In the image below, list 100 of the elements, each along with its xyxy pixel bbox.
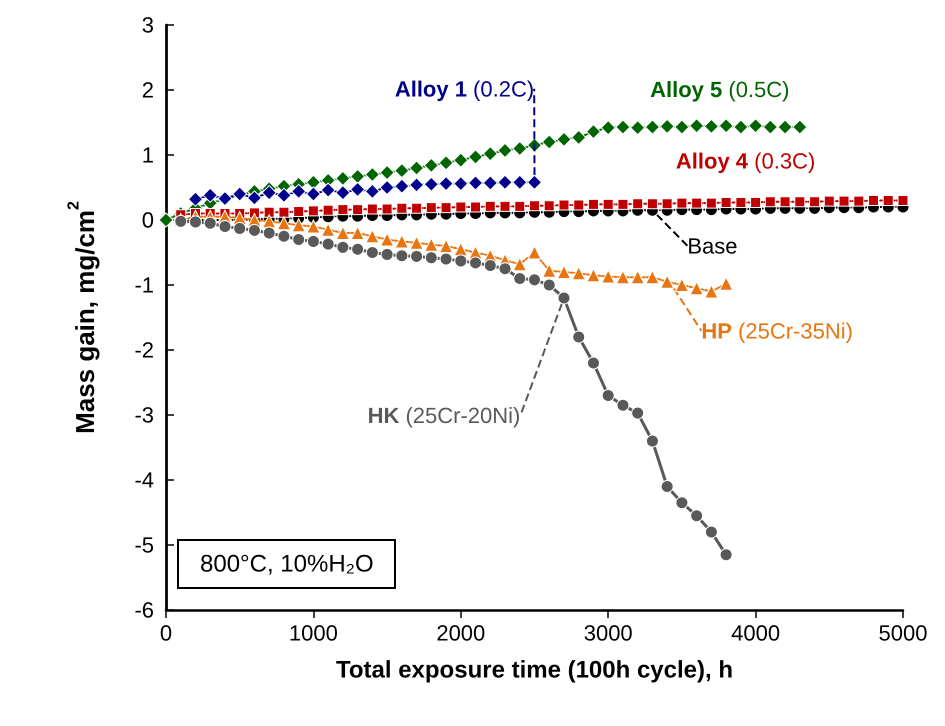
point bbox=[748, 118, 764, 134]
point bbox=[410, 236, 424, 250]
point bbox=[424, 251, 438, 264]
point bbox=[542, 264, 556, 278]
y-tick-label: -3 bbox=[134, 402, 154, 428]
point bbox=[292, 233, 306, 246]
point bbox=[276, 188, 292, 203]
point bbox=[498, 262, 512, 276]
point bbox=[630, 120, 646, 136]
point bbox=[662, 198, 673, 210]
point bbox=[660, 274, 674, 289]
point bbox=[646, 198, 658, 210]
point bbox=[557, 292, 570, 304]
point bbox=[529, 200, 540, 212]
x-tick-label: 1000 bbox=[288, 620, 338, 646]
point bbox=[276, 216, 291, 230]
y-tick-label: -1 bbox=[134, 272, 154, 298]
point bbox=[898, 195, 908, 206]
y-tick-label: -5 bbox=[134, 532, 154, 558]
point bbox=[336, 226, 350, 240]
point bbox=[572, 266, 586, 280]
point bbox=[544, 200, 555, 212]
point bbox=[600, 120, 616, 136]
point bbox=[868, 195, 880, 206]
point bbox=[424, 238, 438, 252]
series-label: Alloy 4 (0.3C) bbox=[676, 148, 816, 174]
point bbox=[262, 214, 276, 228]
y-tick-label: 1 bbox=[142, 142, 154, 168]
point bbox=[498, 174, 513, 190]
point bbox=[718, 118, 734, 134]
point bbox=[556, 132, 572, 147]
point bbox=[308, 205, 319, 216]
point bbox=[691, 198, 702, 209]
point bbox=[735, 196, 746, 208]
point bbox=[438, 176, 454, 192]
point bbox=[689, 118, 704, 134]
point bbox=[438, 155, 454, 170]
point bbox=[484, 200, 496, 212]
text: Alloy 1 (0.2C) bbox=[394, 76, 534, 102]
point bbox=[350, 226, 365, 240]
point bbox=[630, 270, 645, 284]
point bbox=[571, 130, 586, 145]
point bbox=[306, 186, 321, 202]
point bbox=[586, 268, 600, 282]
point bbox=[482, 175, 498, 190]
point bbox=[380, 248, 394, 261]
point bbox=[645, 270, 660, 284]
point bbox=[278, 206, 290, 218]
point bbox=[455, 202, 466, 212]
point bbox=[602, 198, 614, 210]
point bbox=[306, 220, 320, 234]
point bbox=[778, 120, 793, 135]
point bbox=[351, 242, 364, 256]
point bbox=[395, 249, 408, 262]
point bbox=[573, 200, 584, 211]
point bbox=[527, 174, 542, 190]
point bbox=[646, 434, 659, 448]
point bbox=[291, 184, 306, 199]
point bbox=[631, 406, 644, 420]
point bbox=[350, 168, 366, 184]
point bbox=[512, 257, 527, 272]
x-tick-label: 2000 bbox=[436, 620, 486, 646]
point bbox=[616, 398, 630, 412]
x-tick-label: 0 bbox=[160, 620, 172, 646]
point bbox=[468, 175, 484, 190]
point bbox=[512, 174, 528, 190]
x-tick-label: 4000 bbox=[731, 620, 780, 646]
point bbox=[602, 389, 615, 402]
point bbox=[453, 152, 468, 168]
y-tick-label: -2 bbox=[134, 338, 154, 362]
point bbox=[780, 196, 791, 208]
point bbox=[188, 192, 203, 207]
point bbox=[246, 190, 262, 206]
point bbox=[380, 180, 395, 195]
point bbox=[262, 185, 277, 200]
point bbox=[588, 198, 599, 210]
point bbox=[454, 254, 468, 268]
point bbox=[380, 232, 394, 246]
x-tick-label: 3000 bbox=[584, 620, 633, 646]
series-label: HP (25Cr-35Ni) bbox=[701, 318, 853, 344]
point bbox=[542, 134, 557, 150]
point bbox=[853, 196, 864, 207]
point bbox=[453, 176, 468, 192]
x-tick-label: 5000 bbox=[878, 620, 928, 646]
point bbox=[440, 202, 452, 214]
y-axis-title: Mass gain, mg/cm2 bbox=[66, 200, 100, 434]
x-axis-title: Total exposure time (100h cycle), h bbox=[336, 656, 734, 684]
point bbox=[365, 229, 380, 244]
point bbox=[382, 203, 393, 214]
point bbox=[410, 250, 424, 263]
point bbox=[704, 284, 718, 298]
point bbox=[512, 141, 528, 156]
point bbox=[616, 270, 630, 284]
point bbox=[674, 120, 690, 135]
point bbox=[306, 234, 320, 248]
point bbox=[675, 496, 688, 510]
point bbox=[468, 149, 484, 164]
point bbox=[364, 184, 380, 199]
point bbox=[733, 120, 748, 135]
point bbox=[322, 238, 335, 251]
